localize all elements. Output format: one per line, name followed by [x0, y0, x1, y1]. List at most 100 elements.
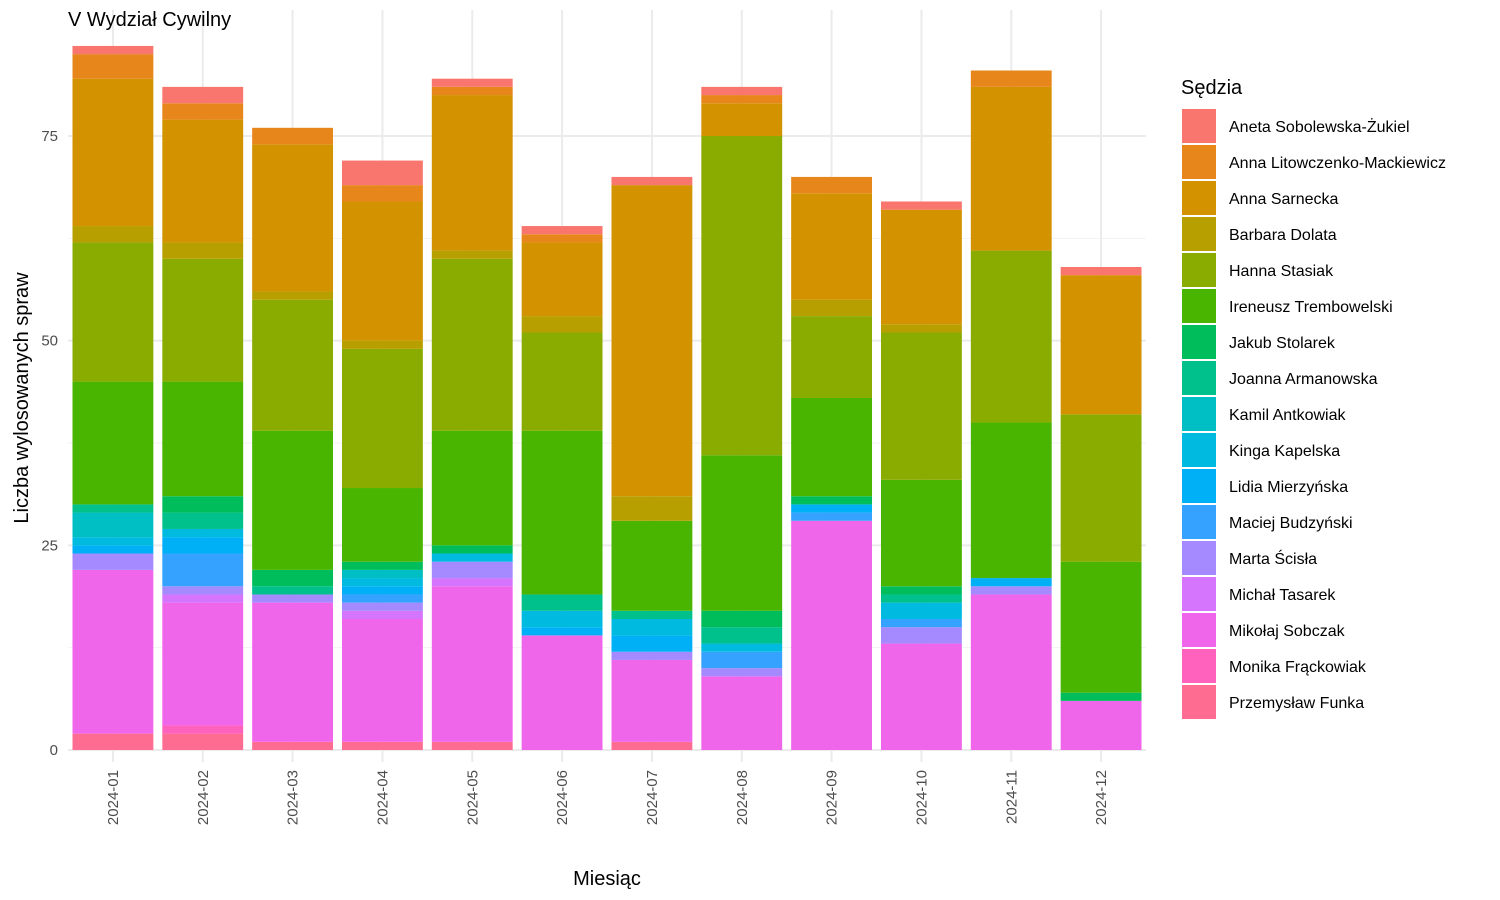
- legend-swatch: [1182, 649, 1216, 683]
- bar-segment: [791, 512, 873, 521]
- bar-segment: [252, 602, 334, 742]
- bar-segment: [72, 733, 154, 750]
- bar-segment: [611, 496, 693, 521]
- bar-segment: [701, 651, 783, 669]
- x-tick-label: 2024-06: [554, 770, 571, 825]
- bar-segment: [162, 86, 244, 104]
- bar-segment: [162, 258, 244, 382]
- bar-segment: [521, 610, 603, 628]
- bar-segment: [252, 594, 334, 603]
- bar-segment: [341, 610, 423, 620]
- y-tick-label: 50: [41, 333, 58, 350]
- bar-segment: [611, 176, 693, 186]
- bar-segment: [252, 291, 334, 300]
- bar-segment: [252, 430, 334, 570]
- legend-swatch: [1182, 325, 1216, 359]
- legend: Sędzia Aneta Sobolewska-Żukiel Anna Litow…: [1181, 77, 1446, 719]
- legend-swatch: [1182, 289, 1216, 323]
- bar-segment: [1060, 692, 1142, 701]
- bar-segment: [162, 586, 244, 595]
- x-tick-label: 2024-02: [195, 770, 212, 825]
- legend-label: Michał Tasarek: [1229, 587, 1336, 604]
- bar-segment: [970, 70, 1052, 87]
- bar-segment: [701, 627, 783, 644]
- legend-swatch: [1182, 145, 1216, 179]
- bar-segment: [431, 250, 513, 259]
- bar-segment: [341, 586, 423, 595]
- legend-label: Hanna Stasiak: [1229, 263, 1334, 280]
- legend-swatch: [1182, 613, 1216, 647]
- bar-segment: [701, 676, 783, 750]
- bar-segment: [1060, 275, 1142, 415]
- bar-segment: [521, 627, 603, 636]
- legend-swatch: [1182, 397, 1216, 431]
- bar-segment: [611, 635, 693, 652]
- bar-segment: [341, 594, 423, 603]
- bar-segment: [162, 512, 244, 529]
- legend-title: Sędzia: [1181, 77, 1243, 99]
- legend-label: Anna Litowczenko-Mackiewicz: [1229, 155, 1446, 172]
- x-axis-ticks: 2024-01 2024-02 2024-03 2024-04 2024-05 2024-…: [105, 770, 1110, 825]
- bar-segment: [72, 553, 154, 570]
- legend-label: Anna Sarnecka: [1229, 191, 1339, 208]
- legend-swatch: [1182, 541, 1216, 575]
- bar-segment: [162, 725, 244, 734]
- x-tick-label: 2024-09: [824, 770, 841, 825]
- legend-swatch: [1182, 685, 1216, 719]
- bar-segment: [341, 741, 423, 750]
- bar-segment: [880, 201, 962, 210]
- bar-segment: [611, 619, 693, 636]
- bar-segment: [791, 316, 873, 398]
- bar-segment: [341, 561, 423, 570]
- x-tick-label: 2024-01: [105, 770, 122, 825]
- bar-segment: [162, 496, 244, 513]
- bar-segment: [341, 348, 423, 489]
- bar-segment: [521, 242, 603, 317]
- bar-segment: [791, 299, 873, 317]
- legend-swatch: [1182, 109, 1216, 143]
- bar-segment: [72, 512, 154, 538]
- bar-segment: [431, 545, 513, 554]
- bar-segment: [880, 324, 962, 333]
- legend-swatch: [1182, 361, 1216, 395]
- bar-segment: [252, 569, 334, 587]
- bar-segment: [611, 610, 693, 620]
- bar-segment: [880, 479, 962, 587]
- bar-segment: [521, 430, 603, 595]
- bar-segment: [1060, 700, 1142, 750]
- y-axis-ticks: 0 25 50 75: [41, 128, 58, 759]
- bar-segment: [431, 86, 513, 96]
- bar-segment: [252, 127, 334, 145]
- bar-segment: [341, 160, 423, 186]
- bar-segment: [880, 602, 962, 620]
- legend-swatch: [1182, 577, 1216, 611]
- bar-segment: [72, 504, 154, 513]
- bar-segment: [431, 553, 513, 562]
- legend-swatch: [1182, 253, 1216, 287]
- x-tick-label: 2024-03: [285, 770, 302, 825]
- x-tick-label: 2024-07: [644, 770, 661, 825]
- legend-label: Barbara Dolata: [1229, 227, 1337, 244]
- bar-segment: [162, 553, 244, 587]
- bar-segment: [252, 144, 334, 292]
- legend-label: Aneta Sobolewska-Żukiel: [1229, 117, 1410, 136]
- bar-segment: [521, 635, 603, 750]
- bar-segment: [72, 537, 154, 546]
- bar-segment: [72, 226, 154, 243]
- x-tick-label: 2024-10: [913, 770, 930, 825]
- bar-segment: [880, 209, 962, 325]
- bar-segment: [431, 741, 513, 750]
- legend-swatch: [1182, 181, 1216, 215]
- bar-segment: [791, 504, 873, 513]
- x-tick-label: 2024-04: [374, 770, 391, 825]
- bar-segment: [791, 397, 873, 497]
- bar-segment: [72, 381, 154, 505]
- x-tick-label: 2024-12: [1093, 770, 1110, 825]
- bar-segment: [611, 741, 693, 750]
- bar-segment: [341, 619, 423, 742]
- bar-segment: [341, 488, 423, 562]
- bar-segment: [162, 242, 244, 259]
- legend-label: Marta Ścisła: [1229, 549, 1317, 568]
- x-tick-label: 2024-08: [734, 770, 751, 825]
